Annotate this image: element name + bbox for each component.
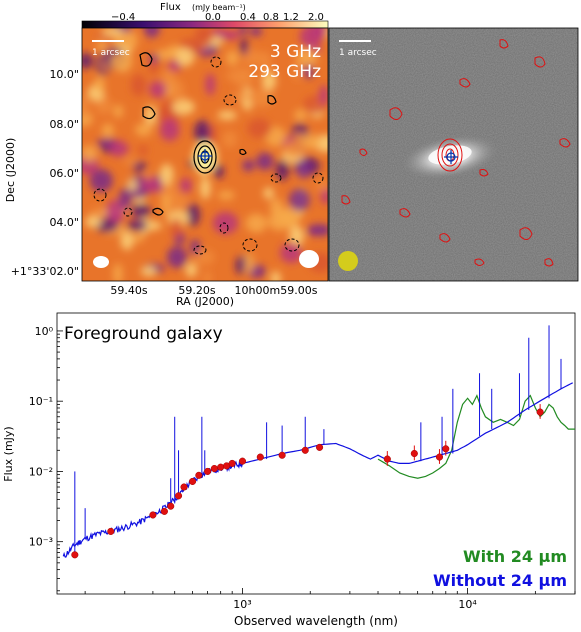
x-tick-label: 59.20s: [178, 284, 215, 297]
y-tick-labels: 10.0" 08.0" 06.0" 04.0" +1°33'02.0": [11, 68, 79, 278]
colorbar: Flux (mJy beam⁻¹) −0.4 0.0 0.4 0.8 1.2 2…: [81, 2, 329, 29]
freq-label-293ghz: 293 GHz: [248, 62, 321, 82]
colorbar-title: Flux: [160, 2, 181, 13]
data-point: [410, 449, 418, 458]
beam-ellipse: [93, 256, 109, 268]
colorbar-tick: 1.2: [283, 12, 299, 23]
data-point: [160, 507, 168, 515]
data-point: [256, 453, 264, 461]
x-axis-title: RA (J2000): [176, 295, 234, 308]
x-tick-label: 10³: [233, 598, 251, 611]
colorbar-tick: 0.4: [240, 12, 256, 23]
x-tick-label: 10⁴: [458, 598, 477, 611]
y-tick-label: 10.0": [49, 68, 79, 81]
data-point: [188, 477, 197, 486]
data-point: [149, 511, 157, 519]
legend-with: With 24 µm: [463, 547, 567, 566]
data-point: [174, 492, 183, 500]
y-tick-label: 10⁻²: [29, 465, 53, 478]
x-tick-label: 59.40s: [110, 284, 147, 297]
colorbar-tick: 0.0: [205, 12, 221, 23]
radio-map-panel: 1 arcsec 3 GHz 293 GHz 10.0" 08.0" 06.0"…: [4, 27, 329, 308]
data-point: [204, 467, 212, 475]
y-tick-label: 04.0": [49, 216, 79, 229]
position-cross: [198, 149, 212, 163]
y-tick-label: +1°33'02.0": [11, 265, 79, 278]
colorbar-tick: 0.8: [263, 12, 279, 23]
data-point: [536, 408, 544, 416]
negative-contours: [93, 56, 324, 255]
data-point: [435, 453, 444, 461]
x-tick-labels: 59.40s 59.20s 10h00m59.00s: [110, 284, 317, 297]
optical-image-panel: 1 arcsec: [328, 27, 579, 282]
x-tick-labels: 10³ 10⁴: [233, 598, 477, 611]
positive-contours: [139, 52, 277, 216]
series-line-with-24um: [377, 394, 575, 479]
x-tick-label: 10h00m59.00s: [235, 284, 318, 297]
y-tick-label: 08.0": [49, 118, 79, 131]
emission-lines: [74, 325, 562, 558]
scale-label: 1 arcsec: [92, 48, 130, 58]
data-point: [383, 455, 391, 463]
data-point: [180, 483, 188, 491]
colorbar-unit: (mJy beam⁻¹): [192, 3, 246, 12]
scale-label: 1 arcsec: [339, 48, 377, 58]
colorbar-ticks: −0.4 0.0 0.4 0.8 1.2 2.0: [111, 12, 324, 23]
beam-ellipse: [299, 250, 319, 268]
data-point: [107, 527, 115, 535]
y-axis-title: Flux (mJy): [2, 426, 15, 481]
axis-ticks: [57, 330, 576, 594]
data-point: [442, 445, 450, 453]
y-tick-label: 10⁻³: [29, 536, 53, 549]
data-point: [217, 463, 225, 471]
legend-without: Without 24 µm: [433, 571, 567, 590]
sed-chart: Foreground galaxy With 24 µm Without 24 …: [2, 312, 576, 628]
chart-title: Foreground galaxy: [64, 324, 223, 344]
map-noise-blobs: [82, 28, 328, 281]
beam-circle: [338, 251, 358, 271]
data-point: [316, 443, 324, 451]
y-tick-label: 10⁻¹: [29, 395, 53, 408]
freq-label-3ghz: 3 GHz: [270, 42, 321, 62]
y-tick-labels: 10⁰ 10⁻¹ 10⁻² 10⁻³: [29, 325, 54, 549]
colorbar-tick: 2.0: [308, 12, 324, 23]
x-axis-title: Observed wavelength (nm): [234, 614, 398, 628]
data-point: [71, 551, 79, 559]
y-tick-label: 06.0": [49, 167, 79, 180]
data-point: [228, 459, 236, 467]
y-axis-title: Dec (J2000): [4, 138, 17, 203]
photometry-points: [71, 404, 544, 559]
plot-area: [56, 312, 576, 595]
position-cross: [444, 150, 458, 164]
data-point: [278, 451, 286, 459]
data-point: [238, 457, 247, 465]
colorbar-tick: −0.4: [111, 12, 135, 23]
data-point: [195, 471, 203, 479]
data-point: [167, 502, 175, 510]
data-point: [210, 464, 218, 473]
data-point: [301, 446, 309, 454]
y-tick-label: 10⁰: [35, 325, 54, 338]
